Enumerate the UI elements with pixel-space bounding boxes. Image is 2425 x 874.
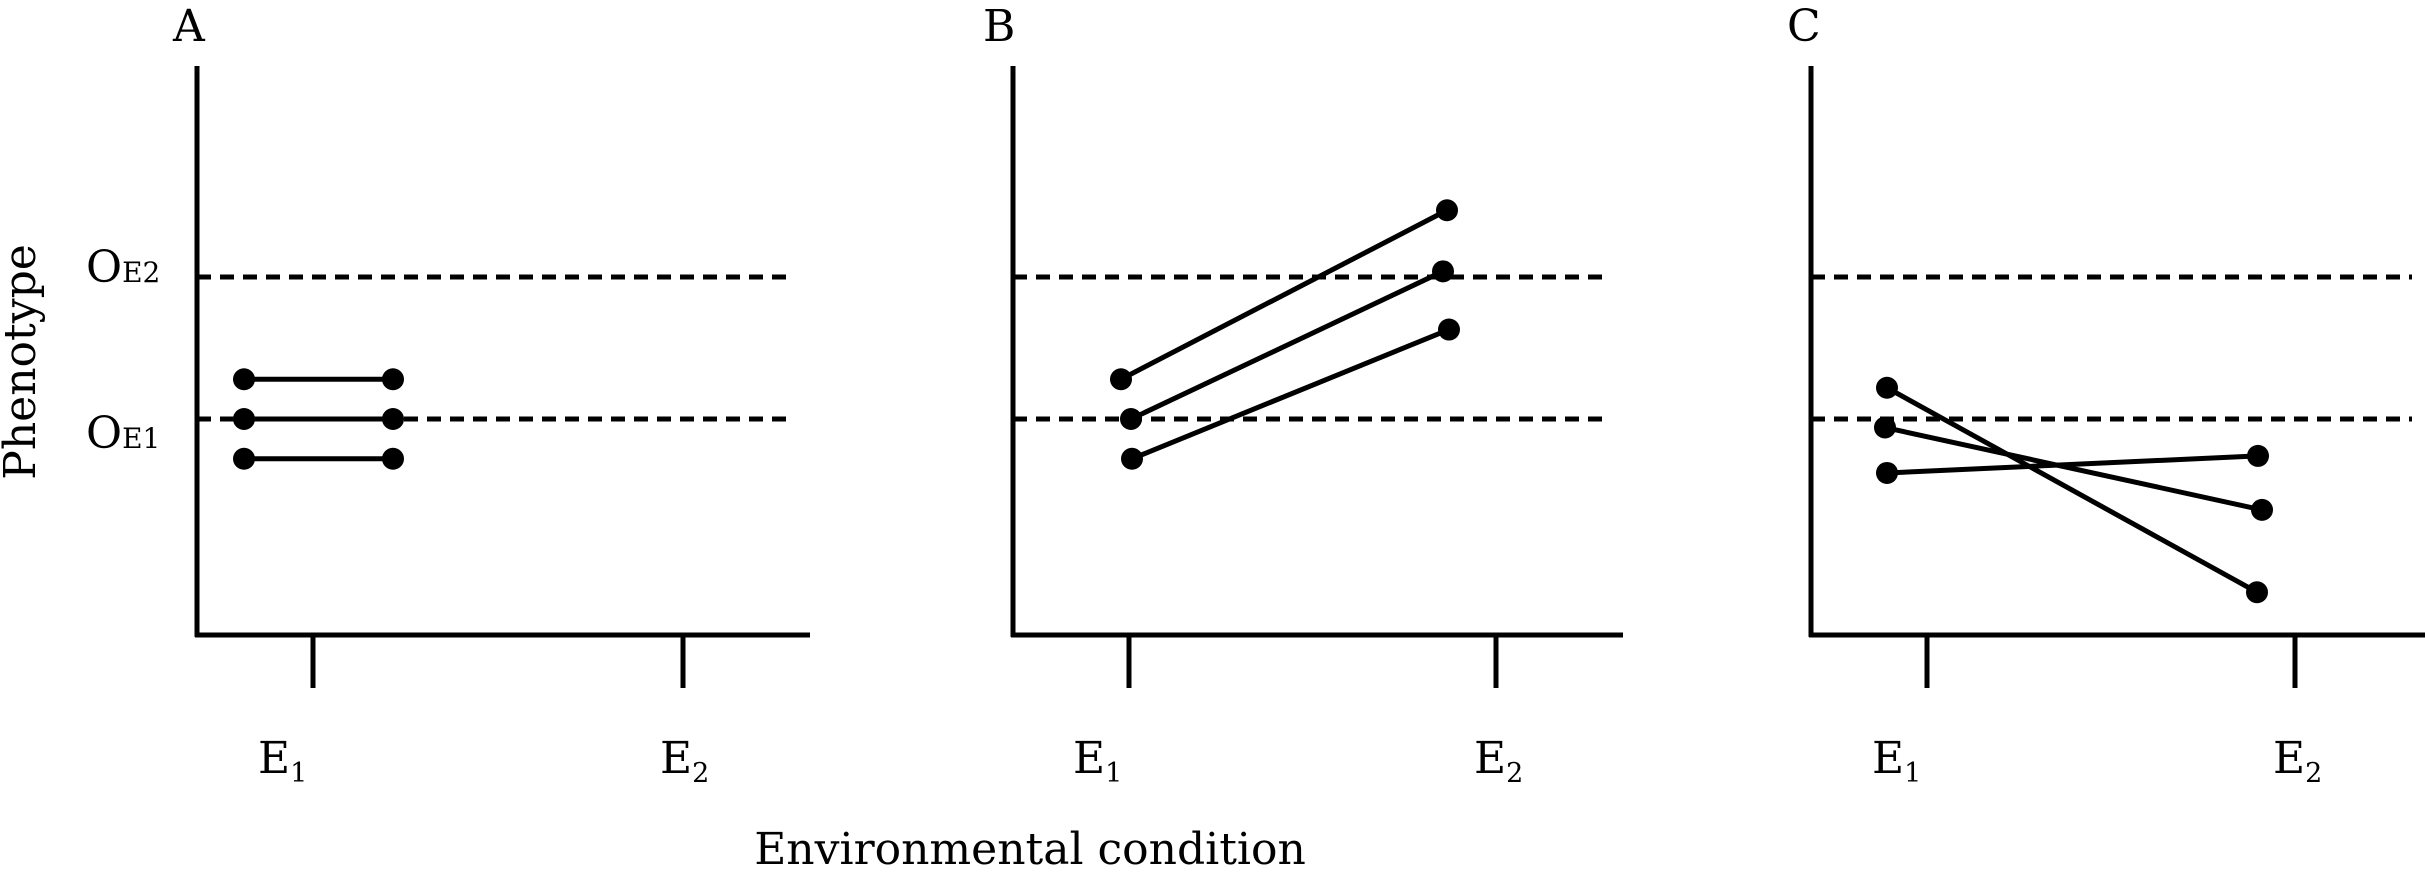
- panel-c-norm-3-e1-point: [1876, 461, 1898, 484]
- panel-a-e2-label-main: E: [660, 733, 692, 784]
- x-axis-title: Environmental condition: [754, 824, 1306, 874]
- reference-label-oe1-main: O: [86, 408, 122, 459]
- panel-a-norm-3-e1-point: [233, 447, 255, 470]
- panel-b-e1-label-main: E: [1073, 733, 1105, 784]
- panel-c-norm-1-e1-point: [1876, 376, 1898, 399]
- panel-c-e2-label-sub: 2: [2305, 758, 2322, 789]
- panel-b-norm-3-line: [1131, 327, 1450, 462]
- panel-b-e2-label: E2: [1474, 733, 1523, 789]
- panel-b-norm-2-line: [1129, 269, 1445, 422]
- panel-c-norm-2-e1-point: [1874, 416, 1896, 439]
- panel-b-e1-label: E1: [1073, 733, 1122, 789]
- panel-a: A E1 E2: [172, 1, 810, 789]
- panel-a-e2-label-sub: 2: [692, 758, 709, 789]
- panel-b-norm-2-e1-point: [1120, 408, 1142, 430]
- panel-b-norm-2-e2-point: [1432, 260, 1454, 283]
- panel-a-e2-label: E2: [660, 733, 709, 789]
- panel-a-reaction-norms: [233, 368, 404, 470]
- y-axis-title: Phenotype: [0, 244, 46, 480]
- panel-a-norm-2-e1-point: [233, 408, 255, 430]
- panel-c: C E1 E2: [1787, 1, 2425, 789]
- panel-b-norm-3: [1121, 318, 1460, 470]
- panel-a-norm-2-e2-point: [382, 408, 404, 430]
- reference-label-oe1: OE1: [86, 408, 160, 459]
- panel-c-e2-label: E2: [2273, 733, 2322, 789]
- panel-b-norm-3-e2-point: [1438, 318, 1460, 341]
- panel-c-norm-1-e2-point: [2246, 581, 2268, 604]
- panel-b-reaction-norms: [1110, 199, 1460, 470]
- reference-label-oe1-sub: E1: [122, 422, 160, 455]
- panel-b-label: B: [983, 1, 1015, 52]
- panel-c-norm-1-line: [1885, 385, 2259, 595]
- panel-c-e1-label-main: E: [1872, 733, 1904, 784]
- panel-c-reaction-norms: [1874, 376, 2273, 604]
- panel-a-norm-2: [233, 408, 404, 430]
- panel-c-norm-2-line: [1884, 425, 2263, 513]
- panel-c-norm-3-line: [1886, 453, 2259, 476]
- panel-c-e1-label: E1: [1872, 733, 1921, 789]
- panel-b-e2-label-main: E: [1474, 733, 1506, 784]
- reference-label-oe2: OE2: [86, 242, 160, 293]
- reference-label-oe2-main: O: [86, 242, 122, 293]
- panel-c-norm-1: [1876, 376, 2268, 604]
- panel-c-e1-label-sub: 1: [1904, 758, 1921, 789]
- panel-c-label: C: [1787, 1, 1821, 52]
- panel-b-e1-label-sub: 1: [1105, 758, 1122, 789]
- panel-b: B E1 E2: [983, 1, 1623, 789]
- panel-a-norm-1-e1-point: [233, 368, 255, 391]
- panel-a-norm-3: [233, 447, 404, 470]
- panel-c-norm-2-e2-point: [2251, 498, 2273, 521]
- panel-c-norm-3: [1876, 444, 2269, 484]
- panel-c-e2-label-main: E: [2273, 733, 2305, 784]
- panel-b-e2-label-sub: 2: [1506, 758, 1523, 789]
- panel-b-norm-1: [1110, 199, 1458, 391]
- panel-c-norm-3-e2-point: [2247, 444, 2269, 467]
- panel-b-norm-3-e1-point: [1121, 447, 1143, 470]
- panel-a-norm-1-e2-point: [382, 368, 404, 391]
- panel-c-norm-2: [1874, 416, 2273, 521]
- panel-a-e1-label-sub: 1: [290, 758, 307, 789]
- panel-b-norm-1-e2-point: [1436, 199, 1458, 222]
- panel-a-label: A: [172, 1, 206, 52]
- panel-a-e1-label-main: E: [258, 733, 290, 784]
- panel-b-norm-1-e1-point: [1110, 368, 1132, 391]
- panel-a-e1-label: E1: [258, 733, 307, 789]
- panel-b-norm-2: [1120, 260, 1454, 430]
- reference-label-oe2-sub: E2: [122, 256, 160, 289]
- panel-a-norm-3-e2-point: [382, 447, 404, 470]
- panel-a-norm-1: [233, 368, 404, 391]
- panel-b-norm-1-line: [1119, 208, 1449, 382]
